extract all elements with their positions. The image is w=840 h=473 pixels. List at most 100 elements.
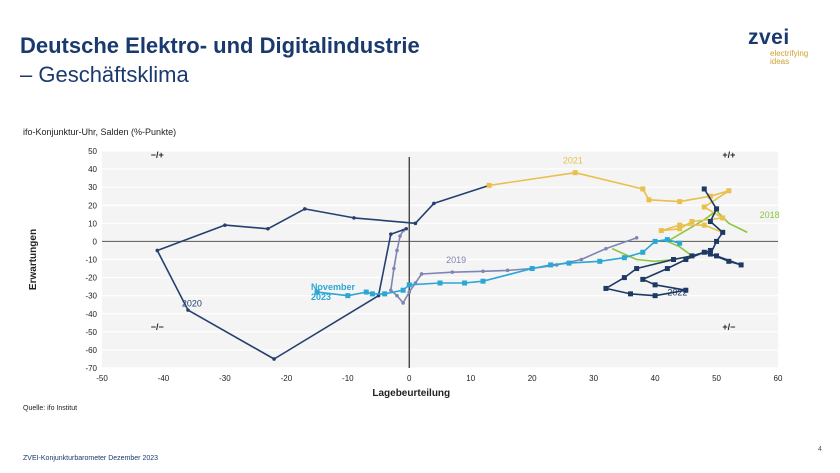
x-tick-label: -20 [281,374,293,383]
data-point [714,238,720,244]
source-note: Quelle: ifo Institut [23,405,78,412]
data-point [701,222,707,228]
data-point [579,257,584,262]
y-tick-label: -60 [85,346,97,355]
series-label: November 2023 [311,282,356,302]
data-point [389,232,393,236]
data-point [450,270,455,274]
y-tick-label: 40 [88,165,97,174]
data-point [419,272,424,276]
series-label: 2022 [667,288,687,298]
data-point [658,228,664,234]
x-tick-label: 10 [466,374,475,383]
data-point [634,266,640,272]
series-label-line: 2023 [311,292,331,302]
data-point [272,357,276,361]
data-point [701,204,707,210]
data-point [720,215,726,221]
data-point [398,234,402,238]
data-point [701,249,707,255]
x-tick-label: -30 [219,374,231,383]
series-label-line: 2019 [446,255,466,265]
x-tick-label: -40 [158,374,170,383]
data-point [314,289,320,295]
data-point [621,275,627,281]
x-tick-label: 60 [774,374,783,383]
series-2022: 2022 [603,186,744,299]
y-tick-label: -40 [85,310,97,319]
data-point [223,223,227,227]
data-point [529,266,535,272]
x-tick-label: 20 [528,374,537,383]
quadrant-label: +/− [722,322,735,332]
data-point [652,282,658,288]
data-point [652,238,658,244]
data-point [604,246,608,251]
data-point [548,262,554,268]
page-number: 4 [818,446,822,453]
series-label-line: 2020 [182,299,202,309]
quadrant-label: +/+ [722,150,735,160]
data-point [677,240,683,246]
data-point [345,293,351,299]
data-point [640,249,646,255]
data-point [392,266,396,271]
series-label-line: 2018 [760,210,780,220]
data-point [432,201,436,206]
x-tick-label: 0 [407,374,412,383]
series-label: 2020 [182,299,202,309]
data-point [382,291,388,297]
data-point [400,287,406,293]
data-point [701,186,707,192]
data-point [413,221,418,226]
slide-subtitle: – Geschäftsklima [20,62,189,87]
data-point [376,293,381,298]
data-point [401,301,405,305]
data-point [738,262,744,268]
data-point [407,290,412,294]
data-point [404,226,409,231]
data-point [566,260,572,266]
data-point [640,186,646,192]
x-tick-label: 40 [651,374,660,383]
data-point [628,291,634,297]
slide-title: Deutsche Elektro- und Digitalindustrie [20,33,420,58]
data-point [664,237,670,243]
data-point [572,170,578,176]
data-point [689,219,695,225]
x-tick-label: 30 [589,374,598,383]
data-point [395,248,399,253]
y-tick-label: -30 [85,292,97,301]
data-point [266,226,270,231]
data-point [707,193,713,199]
y-tick-label: 50 [88,147,97,156]
data-point [677,222,683,228]
y-tick-label: 30 [88,183,97,192]
series-november-2023: November 2023 [311,237,683,302]
y-tick-label: -20 [85,274,97,283]
data-point [677,226,683,232]
data-point [726,258,732,264]
data-point [664,266,670,272]
data-point [603,285,609,291]
y-tick-label: -50 [85,328,97,337]
x-tick-label: -10 [342,374,354,383]
data-point [395,293,399,298]
data-point [714,253,720,259]
series-label-line: 2021 [563,156,583,166]
y-tick-label: 0 [93,237,98,246]
data-point [677,199,683,205]
data-point [707,247,713,253]
data-point [303,207,307,211]
data-point [406,282,412,288]
data-point [597,258,603,264]
data-point [621,255,627,261]
y-tick-label: 10 [88,219,97,228]
series-label: 2018 [760,210,780,220]
logo-tagline-line2: ideas [770,57,790,66]
logo-tagline-line1: electrifying [770,49,809,58]
data-point [689,253,695,259]
y-axis-label: Erwartungen [28,229,39,290]
data-point [671,257,677,262]
